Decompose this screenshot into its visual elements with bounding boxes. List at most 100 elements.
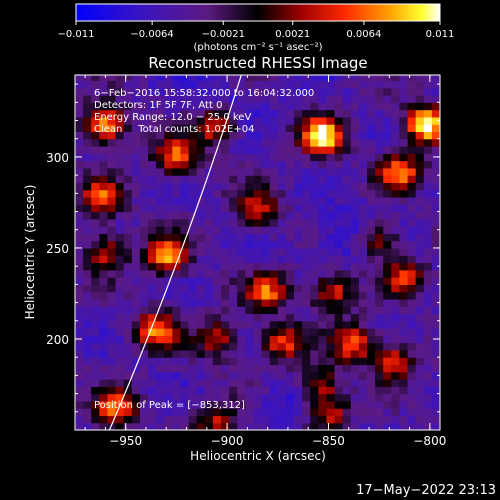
heatmap-cell bbox=[164, 153, 173, 162]
heatmap-cell bbox=[164, 313, 173, 322]
heatmap-cell bbox=[391, 364, 401, 373]
heatmap-cell bbox=[180, 269, 190, 278]
heatmap-cell bbox=[196, 124, 206, 133]
heatmap-cell bbox=[229, 284, 238, 293]
heatmap-cell bbox=[318, 400, 328, 409]
heatmap-cell bbox=[302, 269, 311, 278]
heatmap-cell bbox=[156, 386, 165, 395]
heatmap-cell bbox=[245, 233, 255, 242]
heatmap-cell bbox=[148, 349, 157, 358]
heatmap-cell bbox=[399, 247, 409, 256]
heatmap-cell bbox=[261, 167, 271, 176]
heatmap-cell bbox=[164, 226, 173, 234]
heatmap-cell bbox=[131, 153, 141, 162]
peak-position-label: Position of Peak = [−853,312] bbox=[94, 400, 245, 411]
heatmap-cell bbox=[302, 153, 311, 162]
heatmap-cell bbox=[123, 160, 133, 169]
heatmap-cell bbox=[196, 247, 206, 256]
heatmap-cell bbox=[302, 400, 311, 409]
heatmap-cell bbox=[75, 189, 84, 198]
heatmap-cell bbox=[212, 371, 222, 380]
heatmap-cell bbox=[375, 138, 384, 147]
heatmap-cell bbox=[302, 109, 311, 118]
heatmap-cell bbox=[261, 335, 271, 344]
heatmap-cell bbox=[75, 226, 84, 234]
heatmap-cell bbox=[164, 240, 173, 249]
heatmap-cell bbox=[123, 306, 133, 315]
heatmap-cell bbox=[407, 415, 417, 424]
heatmap-cell bbox=[172, 357, 182, 366]
heatmap-cell bbox=[302, 306, 311, 315]
heatmap-cell bbox=[91, 218, 100, 227]
heatmap-cell bbox=[285, 328, 295, 336]
heatmap-cell bbox=[107, 109, 117, 118]
heatmap-cell bbox=[326, 189, 336, 198]
heatmap-cell bbox=[310, 357, 319, 366]
heatmap-cell bbox=[285, 138, 295, 147]
heatmap-cell bbox=[358, 116, 368, 125]
heatmap-cell bbox=[107, 364, 117, 373]
heatmap-cell bbox=[310, 364, 319, 373]
heatmap-cell bbox=[277, 357, 287, 366]
heatmap-cell bbox=[318, 240, 328, 249]
heatmap-cell bbox=[367, 196, 376, 205]
heatmap-cell bbox=[326, 342, 336, 351]
heatmap-cell bbox=[383, 218, 392, 227]
heatmap-cell bbox=[123, 393, 133, 402]
heatmap-cell bbox=[131, 211, 141, 220]
heatmap-cell bbox=[139, 95, 149, 103]
heatmap-cell bbox=[83, 342, 92, 351]
heatmap-cell bbox=[131, 357, 141, 366]
heatmap-cell bbox=[180, 116, 190, 125]
heatmap-cell bbox=[285, 240, 295, 249]
heatmap-cell bbox=[383, 284, 392, 293]
heatmap-cell bbox=[99, 422, 109, 430]
heatmap-cell bbox=[350, 284, 360, 293]
heatmap-cell bbox=[367, 335, 376, 344]
heatmap-cell bbox=[269, 211, 279, 220]
heatmap-cell bbox=[180, 364, 190, 373]
heatmap-cell bbox=[229, 269, 238, 278]
heatmap-cell bbox=[172, 328, 182, 336]
heatmap-cell bbox=[342, 379, 352, 387]
heatmap-cell bbox=[285, 408, 295, 417]
heatmap-cell bbox=[75, 160, 84, 169]
heatmap-cell bbox=[294, 218, 303, 227]
heatmap-cell bbox=[326, 95, 336, 103]
heatmap-cell bbox=[196, 109, 206, 118]
heatmap-cell bbox=[212, 95, 222, 103]
heatmap-cell bbox=[196, 291, 206, 300]
heatmap-cell bbox=[188, 124, 198, 133]
heatmap-cell bbox=[391, 298, 401, 307]
heatmap-cell bbox=[229, 226, 238, 234]
heatmap-cell bbox=[415, 233, 425, 242]
heatmap-cell bbox=[407, 102, 417, 111]
heatmap-cell bbox=[253, 408, 263, 417]
heatmap-cell bbox=[212, 153, 222, 162]
heatmap-cell bbox=[431, 116, 440, 125]
heatmap-cell bbox=[399, 408, 409, 417]
heatmap-cell bbox=[253, 167, 263, 176]
heatmap-cell bbox=[358, 211, 368, 220]
heatmap-cell bbox=[423, 247, 433, 256]
heatmap-cell bbox=[221, 408, 230, 417]
heatmap-cell bbox=[318, 146, 328, 154]
heatmap-cell bbox=[172, 124, 182, 133]
heatmap-cell bbox=[294, 342, 303, 351]
heatmap-cell bbox=[399, 87, 409, 96]
heatmap-cell bbox=[245, 328, 255, 336]
heatmap-cell bbox=[139, 160, 149, 169]
heatmap-cell bbox=[148, 386, 157, 395]
heatmap-cell bbox=[277, 80, 287, 89]
heatmap-cell bbox=[253, 247, 263, 256]
heatmap-cell bbox=[358, 269, 368, 278]
heatmap-cell bbox=[164, 146, 173, 154]
heatmap-cell bbox=[253, 349, 263, 358]
heatmap-cell bbox=[423, 204, 433, 213]
heatmap-cell bbox=[269, 342, 279, 351]
heatmap-cell bbox=[253, 226, 263, 234]
heatmap-cell bbox=[391, 386, 401, 395]
heatmap-cell bbox=[302, 291, 311, 300]
heatmap-cell bbox=[261, 422, 271, 430]
heatmap-cell bbox=[294, 102, 303, 111]
